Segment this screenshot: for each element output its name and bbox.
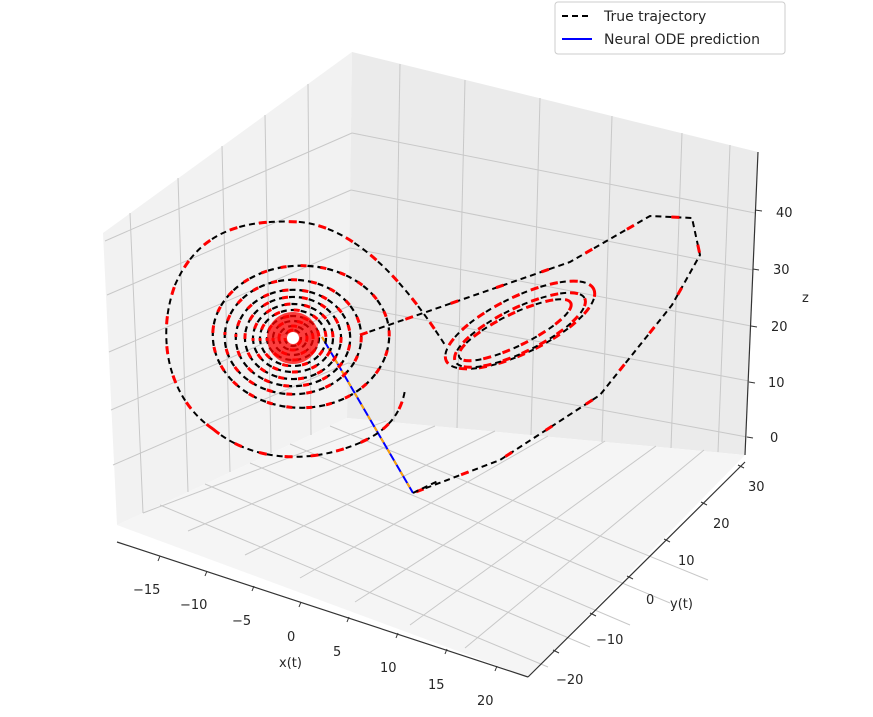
legend-item-true-trajectory: True trajectory bbox=[562, 9, 706, 25]
svg-text:10: 10 bbox=[380, 661, 397, 676]
x-axis-line bbox=[116, 541, 529, 678]
svg-text:40: 40 bbox=[776, 206, 793, 221]
svg-text:5: 5 bbox=[333, 645, 341, 660]
svg-text:−10: −10 bbox=[180, 598, 207, 613]
x-axis-label: x(t) bbox=[279, 656, 302, 671]
legend-box bbox=[554, 1, 786, 55]
tick-marks bbox=[157, 209, 763, 672]
axis-lines bbox=[116, 151, 759, 678]
x-tick-labels: −15 −10 −5 0 5 10 15 20 bbox=[133, 583, 494, 709]
legend: True trajectory Neural ODE prediction bbox=[554, 1, 786, 55]
z-axis-label: z bbox=[802, 291, 809, 306]
legend-item-neural-ode-prediction: Neural ODE prediction bbox=[562, 32, 760, 48]
svg-text:−15: −15 bbox=[133, 583, 160, 598]
true-trajectory bbox=[164, 214, 702, 495]
svg-text:True trajectory: True trajectory bbox=[603, 9, 706, 25]
svg-text:30: 30 bbox=[773, 263, 790, 278]
y-tick-labels: −20 −10 0 10 20 30 bbox=[556, 480, 765, 688]
z-tick-labels: 0 10 20 30 40 bbox=[768, 206, 793, 446]
svg-text:20: 20 bbox=[477, 694, 494, 709]
svg-text:30: 30 bbox=[748, 480, 765, 495]
right-pane bbox=[347, 52, 758, 455]
svg-text:20: 20 bbox=[771, 320, 788, 335]
svg-text:−20: −20 bbox=[556, 673, 583, 688]
svg-text:15: 15 bbox=[428, 678, 445, 693]
floor-pane bbox=[117, 418, 745, 677]
svg-text:−5: −5 bbox=[232, 614, 251, 629]
svg-text:0: 0 bbox=[646, 593, 654, 608]
svg-text:20: 20 bbox=[713, 517, 730, 532]
svg-text:0: 0 bbox=[287, 630, 295, 645]
y-axis-label: y(t) bbox=[670, 597, 693, 612]
svg-text:−10: −10 bbox=[596, 633, 623, 648]
svg-text:10: 10 bbox=[678, 554, 695, 569]
z-axis-line bbox=[744, 151, 759, 456]
y-axis-line bbox=[527, 461, 746, 678]
svg-text:10: 10 bbox=[768, 376, 785, 391]
svg-text:Neural ODE prediction: Neural ODE prediction bbox=[604, 32, 760, 48]
svg-text:0: 0 bbox=[770, 431, 778, 446]
